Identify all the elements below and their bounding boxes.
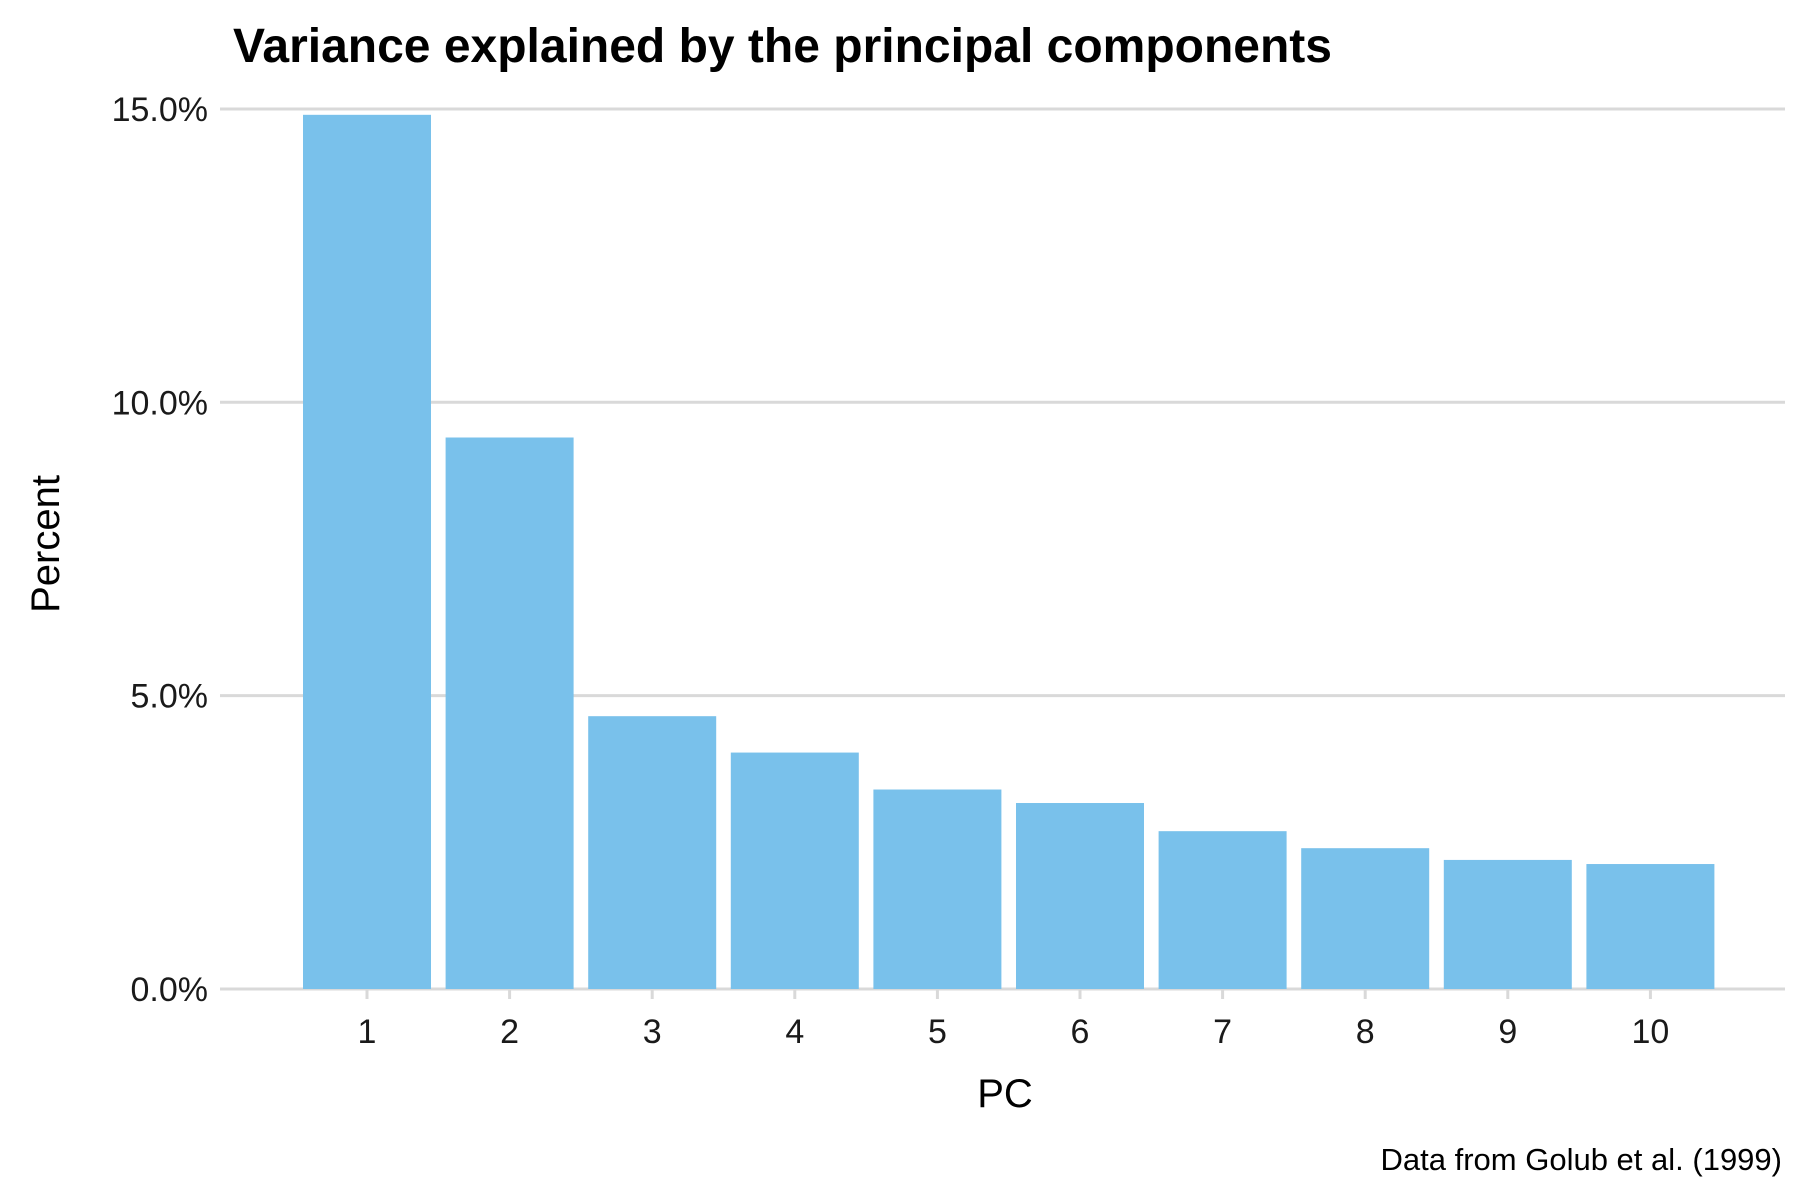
x-tick-label: 5 bbox=[928, 1013, 947, 1051]
bar-pc-9 bbox=[1443, 859, 1572, 989]
y-axis-title: Percent bbox=[24, 475, 68, 613]
x-tick-label: 6 bbox=[1071, 1013, 1090, 1051]
bars bbox=[303, 114, 1715, 989]
y-axis-ticks: 0.0% 5.0% 10.0% 15.0% bbox=[112, 91, 208, 1009]
y-tick-label: 0.0% bbox=[131, 971, 209, 1009]
bar-pc-8 bbox=[1301, 848, 1430, 989]
x-tick-label: 3 bbox=[643, 1013, 662, 1051]
y-tick-label: 15.0% bbox=[112, 91, 208, 129]
bar-pc-10 bbox=[1586, 864, 1715, 989]
bar-pc-4 bbox=[730, 752, 859, 989]
chart-caption: Data from Golub et al. (1999) bbox=[1381, 1142, 1782, 1177]
x-tick-label: 1 bbox=[358, 1013, 377, 1051]
x-tick-label: 2 bbox=[500, 1013, 519, 1051]
bar-pc-2 bbox=[445, 437, 574, 989]
x-tick-label: 8 bbox=[1356, 1013, 1375, 1051]
bar-pc-6 bbox=[1016, 803, 1144, 989]
bar-pc-3 bbox=[588, 716, 717, 989]
chart-title: Variance explained by the principal comp… bbox=[233, 20, 1332, 73]
x-tick-label: 4 bbox=[785, 1013, 804, 1051]
y-tick-label: 10.0% bbox=[112, 384, 208, 422]
x-axis-ticks: 1 2 3 4 5 6 7 8 9 10 bbox=[358, 989, 1669, 1051]
bar-pc-7 bbox=[1158, 831, 1287, 989]
x-tick-label: 9 bbox=[1498, 1013, 1517, 1051]
bar-pc-5 bbox=[873, 789, 1002, 989]
x-tick-label: 10 bbox=[1631, 1013, 1669, 1051]
bar-pc-1 bbox=[303, 114, 431, 989]
y-tick-label: 5.0% bbox=[131, 678, 209, 716]
x-tick-label: 7 bbox=[1213, 1013, 1232, 1051]
x-axis-title: PC bbox=[977, 1072, 1033, 1116]
